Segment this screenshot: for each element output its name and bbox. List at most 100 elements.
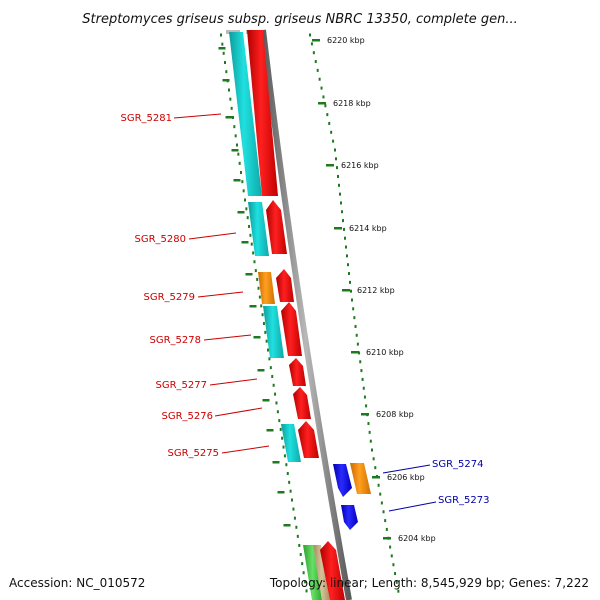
- cds-sgr-5275-inner[interactable]: [281, 424, 301, 462]
- outer-track-dot: [343, 227, 345, 231]
- outer-track-dot: [377, 483, 380, 487]
- outer-track-dot: [324, 104, 327, 108]
- cds-tan: [313, 545, 330, 600]
- outer-track-dot: [351, 298, 353, 302]
- inner-track-dot: [281, 436, 284, 440]
- gene-label[interactable]: SGR_5280: [135, 234, 187, 245]
- gene-label[interactable]: SGR_5274: [432, 459, 484, 470]
- cds-sgr-5279-arrow[interactable]: [276, 269, 294, 302]
- gene-labels: SGR_5281 SGR_5280 SGR_5279 SGR_5278 SGR_5277…: [121, 113, 490, 512]
- inner-track-tick: [249, 305, 257, 308]
- outer-track-dot: [337, 174, 339, 178]
- inner-track-dot: [225, 70, 228, 74]
- gene-leader-line: [214, 407, 263, 417]
- ruler-tick-label: 6216 kbp: [341, 161, 379, 170]
- ruler-tick-label: 6214 kbp: [349, 224, 387, 233]
- inner-track-dot: [279, 427, 282, 431]
- gene-label[interactable]: SGR_5276: [162, 411, 214, 422]
- inner-track-dot: [257, 286, 260, 290]
- outer-track-dot: [342, 219, 344, 223]
- inner-track-dot: [292, 507, 295, 511]
- outer-track-dot: [348, 272, 350, 276]
- cds-sgr-5276-arrow[interactable]: [293, 387, 311, 419]
- cds-sgr-5278-arrow[interactable]: [281, 302, 302, 356]
- inner-track-tick: [253, 336, 261, 339]
- gene-leader-line: [209, 378, 258, 386]
- inner-track-dot: [237, 152, 240, 156]
- outer-track-dot: [367, 422, 370, 426]
- gene-leader-line: [388, 501, 437, 512]
- outer-track-dot: [344, 236, 346, 240]
- gene-leader-line: [382, 464, 431, 474]
- outer-track-dot: [339, 192, 341, 196]
- outer-track-dot: [368, 430, 371, 434]
- inner-track-tick: [222, 79, 230, 82]
- cds-sgr-5280-arrow[interactable]: [266, 200, 287, 254]
- outer-track-dot: [395, 580, 398, 584]
- inner-track-dot: [248, 224, 251, 228]
- cds-sgr-5274-blue[interactable]: [333, 464, 352, 497]
- inner-track-dot: [240, 171, 242, 174]
- inner-track-dot: [299, 553, 302, 557]
- cds-sgr-5281-inner[interactable]: [229, 32, 262, 196]
- outer-track-dot: [328, 121, 331, 125]
- ruler-tick-label: 6220 kbp: [327, 36, 365, 45]
- inner-track-tick: [233, 179, 241, 182]
- inner-track-tick: [225, 116, 233, 119]
- cds-sgr-5273-blue[interactable]: [341, 505, 358, 530]
- inner-track-dot: [249, 233, 252, 237]
- outer-track-dot: [361, 377, 364, 381]
- inner-track-dot: [268, 357, 271, 361]
- gene-label[interactable]: SGR_5279: [144, 292, 196, 303]
- ruler-tick-label: 6204 kbp: [398, 534, 436, 543]
- inner-track-dot: [293, 516, 296, 520]
- outer-track-dot: [312, 51, 315, 55]
- gene-label[interactable]: SGR_5277: [156, 380, 208, 391]
- gene-label[interactable]: SGR_5281: [121, 113, 173, 124]
- outer-track-dot: [335, 157, 337, 161]
- gene-label[interactable]: SGR_5273: [438, 495, 490, 506]
- gene-label[interactable]: SGR_5275: [168, 448, 220, 459]
- gene-leader-line: [188, 232, 237, 240]
- inner-track-tick: [277, 491, 285, 494]
- outer-track-dot: [332, 139, 335, 143]
- inner-track-tick: [231, 149, 239, 152]
- inner-track-dot: [267, 348, 269, 352]
- outer-track-dot: [392, 563, 395, 567]
- outer-track-dot: [322, 95, 325, 99]
- outer-track-dot: [320, 86, 323, 90]
- gene-label[interactable]: SGR_5278: [150, 335, 202, 346]
- inner-track-dot: [241, 180, 244, 184]
- cds-sgr-5274-orange[interactable]: [350, 463, 371, 494]
- inner-track-dot: [228, 88, 230, 92]
- inner-track-dot: [304, 580, 307, 584]
- outer-track-dot: [384, 519, 387, 523]
- outer-track-dot: [336, 166, 338, 170]
- outer-track-dot: [314, 60, 317, 64]
- inner-track-tick: [257, 369, 265, 372]
- gene-leader-line: [173, 113, 222, 119]
- inner-track-dot: [234, 134, 237, 138]
- inner-track-tick: [283, 524, 291, 527]
- inner-track-dot: [244, 198, 246, 202]
- inner-track-dot: [275, 401, 278, 405]
- outer-track-dot: [394, 572, 397, 576]
- outer-track-dot: [369, 439, 372, 443]
- cds-sgr-5281-arrow[interactable]: [247, 30, 278, 196]
- cds-sgr-5277-arrow[interactable]: [289, 358, 306, 386]
- ruler-tick: [361, 413, 369, 416]
- outer-track-dot: [397, 589, 400, 593]
- outer-track-dot: [356, 342, 359, 346]
- inner-dotted-track: [220, 33, 308, 593]
- cds-sgr-5278-inner[interactable]: [263, 306, 284, 358]
- inner-track-dot: [221, 42, 224, 46]
- cds-sgr-5279-inner[interactable]: [258, 272, 275, 304]
- cds-sgr-5275-arrow[interactable]: [298, 421, 319, 458]
- inner-track-dot: [258, 295, 261, 299]
- outer-track-dot: [310, 42, 313, 46]
- outer-track-dot: [382, 510, 385, 514]
- cds-sgr-5280-inner[interactable]: [248, 202, 269, 256]
- ruler-tick: [334, 227, 342, 230]
- inner-track-dot: [276, 410, 279, 414]
